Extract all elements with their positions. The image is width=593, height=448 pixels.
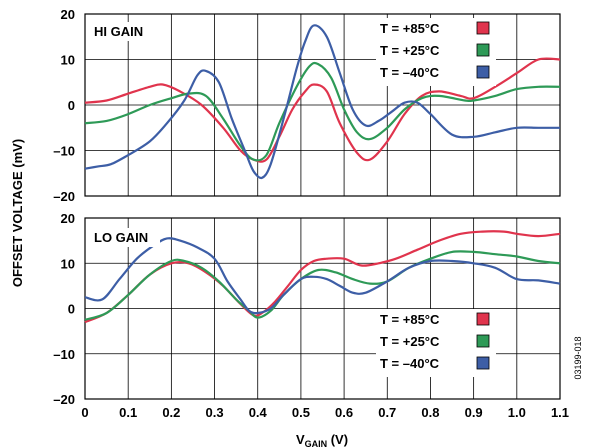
- plot-frame: [84, 217, 561, 400]
- legend-box: [376, 18, 496, 86]
- series-line: [84, 24, 560, 180]
- x-tick-label: 0.7: [378, 405, 396, 420]
- y-tick-label: 0: [68, 302, 75, 317]
- x-tick-label: 0.6: [335, 405, 353, 420]
- x-tick-label: 0.8: [421, 405, 439, 420]
- x-tick-label: 0.4: [249, 405, 268, 420]
- x-tick-label: 0.5: [292, 405, 310, 420]
- x-tick-label: 0.2: [162, 405, 180, 420]
- y-tick-label: –20: [53, 189, 75, 204]
- y-tick-label: 10: [61, 256, 75, 271]
- y-tick-label: –10: [53, 144, 75, 159]
- x-axis-title-sub: GAIN: [305, 439, 328, 448]
- lo-gain-panel: 20 10 0 –10 –20 0 0.1 0.2 0.3 0.4 0.5 0.6 0.7 0.8 0.9 1…: [53, 211, 569, 420]
- figure-id: 03199-018: [573, 336, 583, 379]
- y-tick-label: –20: [53, 392, 75, 407]
- y-tick-label: 20: [61, 211, 75, 226]
- legend-swatch: [476, 312, 490, 326]
- x-tick-label: 0.1: [119, 405, 137, 420]
- panel-title-bg: [90, 22, 160, 41]
- legend-label: T = +85°C: [380, 21, 440, 36]
- legend-swatch: [476, 334, 490, 348]
- y-tick-label: 20: [61, 7, 75, 22]
- legend-swatch: [476, 356, 490, 370]
- series-line: [84, 57, 561, 163]
- legend-box: [376, 309, 496, 377]
- x-tick-label: 0.9: [465, 405, 483, 420]
- legend-label: T = –40°C: [380, 356, 440, 371]
- legend-swatch: [476, 21, 490, 35]
- legend-label: T = +85°C: [380, 312, 440, 327]
- x-axis-title-main: V: [296, 432, 305, 447]
- x-axis-title: VGAIN (V): [296, 432, 348, 448]
- series-line: [84, 237, 561, 315]
- legend-label: T = +25°C: [380, 334, 440, 349]
- series-line: [84, 61, 561, 162]
- x-tick-label: 0.3: [206, 405, 224, 420]
- panel-title: LO GAIN: [94, 230, 148, 245]
- hi-gain-panel: 20 10 0 –10 –20 HI GAIN T = +85°C T = +25°C T = …: [53, 7, 561, 204]
- x-tick-label: 1.1: [551, 405, 569, 420]
- x-tick-label: 0: [81, 405, 88, 420]
- plot-frame: [84, 13, 561, 197]
- legend-swatch: [476, 43, 490, 57]
- legend-label: T = +25°C: [380, 43, 440, 58]
- x-tick-label: 1.0: [508, 405, 526, 420]
- panel-title: HI GAIN: [94, 24, 143, 39]
- y-tick-label: 10: [61, 53, 75, 68]
- y-axis-title: OFFSET VOLTAGE (mV): [10, 139, 25, 287]
- x-axis-title-unit: (V): [327, 432, 348, 447]
- legend-label: T = –40°C: [380, 65, 440, 80]
- legend-swatch: [476, 65, 490, 79]
- y-tick-label: –10: [53, 347, 75, 362]
- panel-title-bg: [90, 228, 160, 247]
- series-line: [84, 230, 561, 324]
- y-tick-label: 0: [68, 98, 75, 113]
